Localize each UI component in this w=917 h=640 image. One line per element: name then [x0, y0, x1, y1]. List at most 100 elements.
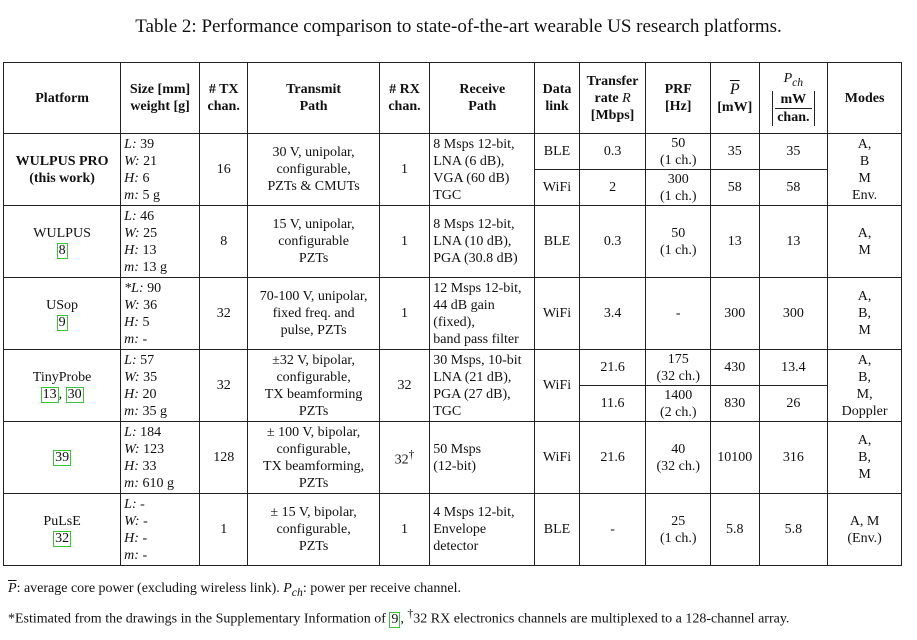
- header-modes: Modes: [827, 62, 902, 134]
- transfer-rate-cell: 0.3: [578, 133, 647, 170]
- size-cell: L: 184 W: 123 H: 33 m: 610 g: [120, 421, 200, 494]
- citation-link[interactable]: 39: [53, 450, 72, 466]
- power-cell: 10100: [710, 421, 760, 494]
- tx-cell: 8: [198, 205, 249, 278]
- transmit-cell: ±32 V, bipolar, configurable, TX beamformi…: [247, 349, 380, 422]
- citation-link[interactable]: 8: [56, 242, 68, 259]
- power-per-channel-cell: 13: [758, 205, 829, 278]
- header-power: P [mW]: [710, 62, 760, 134]
- modes-cell: A, B, M: [827, 421, 902, 494]
- citation-link[interactable]: 32: [53, 530, 72, 547]
- rx-cell: 1: [378, 133, 431, 206]
- tx-cell: 32: [198, 277, 249, 350]
- citation-link[interactable]: 9: [56, 314, 68, 331]
- power-per-channel-cell: 13.4: [758, 349, 829, 386]
- table-row-wulpus-pro: WULPUS PRO (this work) L: 39 W: 21 H: 6 m…: [2, 133, 902, 206]
- size-cell: L: 46 W: 25 H: 13 m: 13 g: [120, 205, 200, 278]
- table-row-ref39: 39 L: 184 W: 123 H: 33 m: 610 g 128 ± 10…: [2, 421, 902, 494]
- citation-link[interactable]: 9: [389, 611, 401, 628]
- data-link-cell: BLE: [534, 205, 580, 278]
- prf-cell: 25 (1 ch.): [645, 493, 712, 566]
- header-power-per-channel: Pch mW chan.: [758, 62, 829, 134]
- performance-table: Platform Size [mm] weight [g] # TX chan. T…: [2, 62, 902, 566]
- power-cell: 830: [710, 385, 760, 422]
- platform-cell: WULPUS PRO (this work): [2, 133, 122, 206]
- modes-cell: A, B, M: [827, 277, 902, 350]
- prf-cell: 40 (32 ch.): [645, 421, 712, 494]
- header-prf: PRF [Hz]: [645, 62, 712, 134]
- rx-cell: 1: [378, 277, 431, 350]
- table-caption: Table 2: Performance comparison to state…: [135, 16, 782, 37]
- power-per-channel-cell: 5.8: [758, 493, 829, 566]
- receive-cell: 8 Msps 12-bit, LNA (10 dB), PGA (30.8 dB): [429, 205, 536, 278]
- table-row-tinyprobe: TinyProbe 13, 30 L: 57 W: 35 H: 20 m: 35 …: [2, 349, 902, 422]
- rx-cell: 1: [378, 205, 431, 278]
- power-per-channel-cell: 26: [758, 385, 829, 422]
- power-per-channel-cell: 35: [758, 133, 829, 170]
- header-receive: Receive Path: [429, 62, 536, 134]
- tx-cell: 32: [198, 349, 249, 422]
- transfer-rate-cell: 3.4: [578, 277, 647, 350]
- modes-cell: A, M: [827, 205, 902, 278]
- prf-cell: 50 (1 ch.): [645, 133, 712, 170]
- transmit-cell: ± 100 V, bipolar, configurable, TX beamfor…: [247, 421, 380, 494]
- receive-cell: 50 Msps (12-bit): [429, 421, 536, 494]
- receive-cell: 12 Msps 12-bit, 44 dB gain (fixed), band pa…: [429, 277, 536, 350]
- tx-cell: 128: [198, 421, 249, 494]
- prf-cell: 1400 (2 ch.): [645, 385, 712, 422]
- power-per-channel-cell: 300: [758, 277, 829, 350]
- transfer-rate-cell: 21.6: [578, 421, 647, 494]
- transfer-rate-cell: 0.3: [578, 205, 647, 278]
- header-transmit: Transmit Path: [247, 62, 380, 134]
- citation-link[interactable]: 30: [65, 386, 84, 403]
- rx-cell: 1: [378, 493, 431, 566]
- rx-cell: 32†: [378, 421, 431, 494]
- transfer-rate-cell: 2: [578, 169, 647, 206]
- tx-cell: 1: [198, 493, 249, 566]
- transfer-rate-cell: 21.6: [578, 349, 647, 386]
- data-link-cell: BLE: [534, 493, 580, 566]
- prf-cell: -: [645, 277, 712, 350]
- header-tx: # TX chan.: [198, 62, 249, 134]
- data-link-cell: WiFi: [534, 421, 580, 494]
- tx-cell: 16: [198, 133, 249, 206]
- table-row-wulpus-pro-wifi: WiFi 2 300 (1 ch.) 58 58: [4, 169, 902, 206]
- header-row: Platform Size [mm] weight [g] # TX chan. T…: [2, 62, 902, 134]
- modes-cell: A, M (Env.): [827, 493, 902, 566]
- table-row-wulpus: WULPUS 8 L: 46 W: 25 H: 13 m: 13 g 8 15 V…: [2, 205, 902, 278]
- citation-link[interactable]: 13: [40, 386, 59, 403]
- data-link-cell: WiFi: [534, 169, 580, 206]
- transfer-rate-cell: -: [578, 493, 647, 566]
- platform-cell: USop 9: [2, 277, 122, 350]
- data-link-cell: BLE: [534, 133, 580, 170]
- power-per-channel-cell: 58: [758, 169, 829, 206]
- header-rx: # RX chan.: [378, 62, 431, 134]
- header-data-link: Data link: [534, 62, 580, 134]
- data-link-cell: WiFi: [534, 349, 580, 422]
- size-cell: *L: 90 W: 36 H: 5 m: -: [120, 277, 200, 350]
- table-row-pulse: PuLsE 32 L: - W: - H: - m: - 1 ± 15 V, bi…: [2, 493, 902, 566]
- header-platform: Platform: [2, 62, 122, 134]
- power-cell: 300: [710, 277, 760, 350]
- transmit-cell: 70-100 V, unipolar, fixed freq. and pulse,…: [247, 277, 380, 350]
- platform-cell: 39: [2, 421, 122, 494]
- modes-cell: A, B, M, Doppler: [827, 349, 902, 422]
- prf-cell: 175 (32 ch.): [645, 349, 712, 386]
- transmit-cell: ± 15 V, bipolar, configurable, PZTs: [247, 493, 380, 566]
- transmit-cell: 30 V, unipolar, configurable, PZTs & CMUTs: [247, 133, 380, 206]
- power-per-channel-cell: 316: [758, 421, 829, 494]
- prf-cell: 50 (1 ch.): [645, 205, 712, 278]
- platform-cell: WULPUS 8: [2, 205, 122, 278]
- prf-cell: 300 (1 ch.): [645, 169, 712, 206]
- receive-cell: 8 Msps 12-bit, LNA (6 dB), VGA (60 dB) TGC: [429, 133, 536, 206]
- size-cell: L: 39 W: 21 H: 6 m: 5 g: [120, 133, 200, 206]
- rx-cell: 32: [378, 349, 431, 422]
- transfer-rate-cell: 11.6: [578, 385, 647, 422]
- receive-cell: 30 Msps, 10-bit LNA (21 dB), PGA (27 dB), T…: [429, 349, 536, 422]
- footnote-estimate: *Estimated from the drawings in the Supp…: [8, 607, 790, 628]
- power-cell: 430: [710, 349, 760, 386]
- table-row-usop: USop 9 *L: 90 W: 36 H: 5 m: - 32 70-100 V…: [2, 277, 902, 350]
- power-cell: 58: [710, 169, 760, 206]
- power-cell: 35: [710, 133, 760, 170]
- footnote-power: P: average core power (excluding wireles…: [8, 581, 462, 599]
